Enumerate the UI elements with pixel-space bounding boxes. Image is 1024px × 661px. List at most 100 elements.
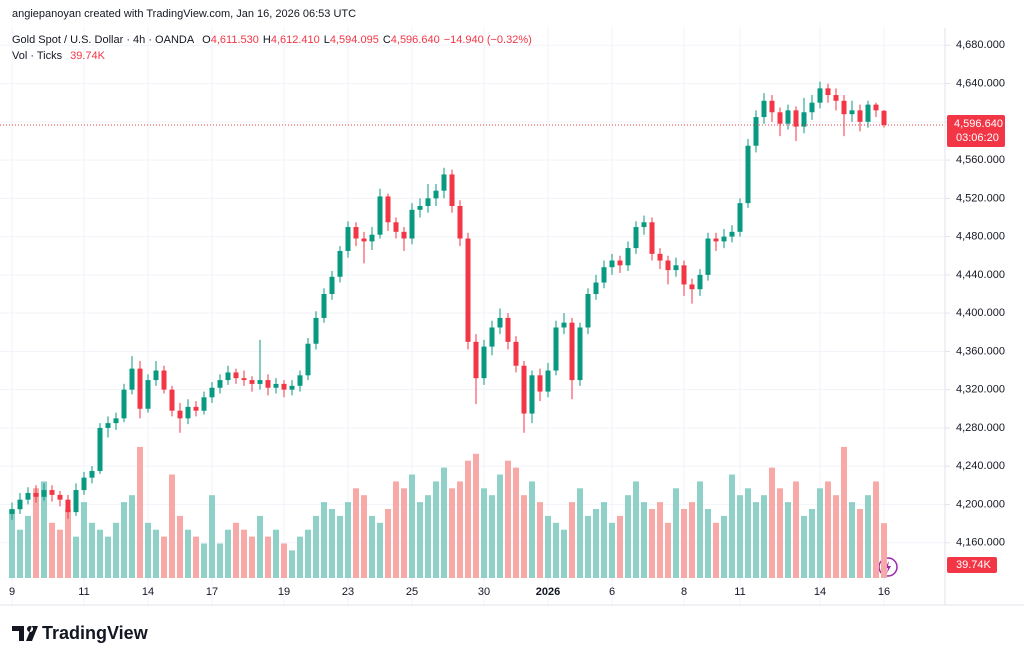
- volume-bar: [457, 481, 463, 578]
- volume-bar: [345, 502, 351, 578]
- candle-body: [217, 380, 223, 388]
- volume-bar: [721, 515, 727, 578]
- candle-body: [417, 206, 423, 210]
- y-tick-label: 4,320.000: [956, 384, 1005, 396]
- change: −14.940 (−0.32%): [444, 34, 532, 46]
- x-tick-label: 16: [878, 586, 890, 598]
- volume-bar: [65, 509, 71, 578]
- candle-body: [569, 322, 575, 381]
- y-tick-label: 4,680.000: [956, 39, 1005, 51]
- volume-bar: [209, 495, 215, 578]
- volume-bar: [697, 481, 703, 578]
- volume-bar: [193, 536, 199, 578]
- volume-bar: [705, 509, 711, 578]
- candle-body: [801, 112, 807, 127]
- volume-bar: [833, 495, 839, 578]
- volume-bar: [393, 481, 399, 578]
- volume-bar: [161, 536, 167, 578]
- volume-bar: [273, 529, 279, 578]
- candle-body: [809, 102, 815, 113]
- countdown: 03:06:20: [956, 132, 999, 144]
- candles: [9, 81, 887, 520]
- volume-bar: [601, 502, 607, 578]
- volume-bar: [657, 502, 663, 578]
- candle-body: [249, 380, 255, 384]
- candle-body: [265, 380, 271, 388]
- candle-body: [505, 317, 511, 342]
- candle-body: [561, 322, 567, 328]
- candle-body: [41, 490, 47, 497]
- x-tick-label: 25: [406, 586, 418, 598]
- candle-body: [481, 346, 487, 379]
- volume-bar: [553, 522, 559, 578]
- candle-body: [193, 406, 199, 411]
- volume-bar: [177, 515, 183, 578]
- volume-bar: [105, 536, 111, 578]
- candle-body: [97, 427, 103, 471]
- volume-bar: [217, 543, 223, 578]
- candle-body: [537, 375, 543, 392]
- candle-body: [817, 88, 823, 103]
- candle-body: [17, 499, 23, 510]
- candle-body: [233, 372, 239, 379]
- candle-body: [753, 117, 759, 146]
- candle-body: [529, 375, 535, 414]
- x-tick-label: 6: [609, 586, 615, 598]
- candle-body: [129, 368, 135, 390]
- volume-bar: [185, 529, 191, 578]
- candle-body: [657, 253, 663, 261]
- volume-bar: [609, 522, 615, 578]
- volume-bar: [289, 550, 295, 578]
- candle-body: [553, 327, 559, 371]
- candle-body: [241, 378, 247, 381]
- volume-bar: [377, 522, 383, 578]
- candle-body: [161, 370, 167, 390]
- candle-body: [641, 222, 647, 228]
- y-tick-label: 4,360.000: [956, 345, 1005, 357]
- volume-bar: [233, 522, 239, 578]
- candle-body: [729, 231, 735, 237]
- volume-bar: [465, 460, 471, 578]
- volume-bar: [665, 522, 671, 578]
- candle-body: [633, 227, 639, 249]
- candle-body: [33, 492, 39, 497]
- x-tick-label: 11: [734, 586, 745, 598]
- volume-bar: [441, 467, 447, 578]
- candle-body: [873, 104, 879, 111]
- candle-body: [425, 198, 431, 206]
- volume-bar: [49, 522, 55, 578]
- candle-body: [377, 196, 383, 235]
- last-price-label: 4,596.640: [954, 118, 1003, 130]
- candle-body: [457, 206, 463, 239]
- candle-body: [841, 100, 847, 115]
- volume-bar: [561, 529, 567, 578]
- x-tick-label: 23: [342, 586, 354, 598]
- volume-bar: [617, 515, 623, 578]
- volume-bar: [649, 509, 655, 578]
- volume-label-box: [947, 557, 997, 573]
- volume-bar: [265, 536, 271, 578]
- volume-bar: [473, 453, 479, 578]
- candle-body: [473, 341, 479, 379]
- volume-bar: [129, 495, 135, 578]
- volume-bar: [593, 509, 599, 578]
- volume-bar: [529, 481, 535, 578]
- candle-body: [849, 110, 855, 115]
- volume-bar: [777, 488, 783, 578]
- candle-body: [105, 423, 111, 428]
- candle-body: [881, 110, 887, 126]
- candle-body: [577, 327, 583, 381]
- candle-body: [337, 250, 343, 277]
- candle-body: [345, 227, 351, 251]
- bolt[interactable]: [885, 561, 891, 573]
- x-tick-label: 14: [142, 586, 154, 598]
- candle-body: [601, 267, 607, 283]
- logo-text: TradingView: [42, 623, 149, 643]
- volume-bar: [369, 515, 375, 578]
- candle-body: [353, 227, 359, 239]
- volume-bar: [305, 529, 311, 578]
- candle-body: [257, 380, 263, 384]
- ohlc-key: H: [263, 34, 271, 46]
- candle-body: [697, 274, 703, 290]
- candle-body: [313, 317, 319, 344]
